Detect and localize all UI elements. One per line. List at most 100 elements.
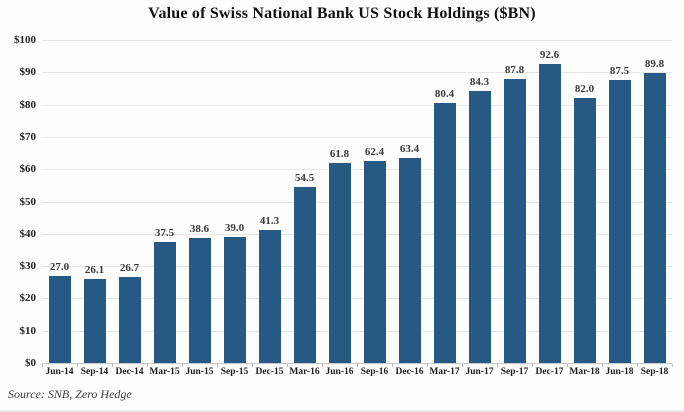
gridline (42, 72, 672, 74)
bar-slot: 61.8 (322, 148, 357, 363)
x-axis-tick-label: Dec-17 (535, 367, 564, 377)
axis-tickmark (532, 364, 533, 367)
x-axis-tick-label: Mar-18 (569, 367, 600, 377)
y-axis: $0 $10 $20 $30 $40 $50 $60 $70 $80 $90 $100 (0, 0, 38, 410)
y-axis-tick-label: $20 (19, 292, 37, 305)
axis-tickmark (637, 364, 638, 367)
gridline (42, 233, 672, 235)
gridline (42, 169, 672, 171)
bar (643, 72, 666, 363)
x-axis-tick-label: Mar-15 (149, 367, 180, 377)
bar-slot: 39.0 (217, 222, 252, 363)
axis-tickmark (147, 364, 148, 367)
y-axis-tick-label: $0 (25, 357, 36, 369)
axis-tickmark (427, 364, 428, 367)
x-axis-tick-label: Sep-14 (80, 367, 109, 377)
bar-value-label: 82.0 (574, 83, 595, 96)
bar-slot: 41.3 (252, 215, 287, 363)
axis-tickmark (42, 364, 43, 367)
bar-value-label: 63.4 (399, 143, 420, 156)
axis-tickmark (112, 364, 113, 367)
bar-value-label: 84.3 (469, 75, 490, 88)
gridline (42, 266, 672, 268)
x-axis-tick-label: Sep-18 (640, 367, 669, 377)
bar (153, 241, 176, 363)
x-axis-tick-label: Sep-16 (360, 367, 389, 377)
bar-value-label: 87.5 (609, 65, 630, 78)
bar-slot: 54.5 (287, 172, 322, 363)
bar-value-label: 89.8 (644, 57, 665, 70)
y-axis-tick-label: $30 (19, 260, 37, 273)
bar-value-label: 41.3 (259, 214, 280, 227)
bar-value-label: 54.5 (294, 171, 315, 184)
x-axis-tick-label: Jun-14 (45, 367, 74, 377)
bar-value-label: 38.6 (189, 223, 210, 236)
bar-slot: 26.1 (77, 264, 112, 363)
source-note: Source: SNB, Zero Hedge (8, 387, 132, 401)
bar (293, 186, 316, 363)
x-axis-tick-label: Sep-15 (220, 367, 249, 377)
bar (83, 278, 106, 363)
axis-tickmark (182, 364, 183, 367)
bar-value-label: 26.1 (84, 263, 105, 276)
bar-slot: 80.4 (427, 88, 462, 363)
bar-slot: 27.0 (42, 261, 77, 363)
x-axis-tick-label: Jun-18 (605, 367, 634, 377)
bar (223, 237, 246, 363)
x-axis-tick-label: Jun-17 (465, 367, 494, 377)
axis-tickmark (287, 364, 288, 367)
axis-tickmark (462, 364, 463, 367)
bar-value-label: 92.6 (539, 48, 560, 61)
axis-tickmark (602, 364, 603, 367)
bar-slot: 63.4 (392, 143, 427, 363)
x-axis-tick-label: Sep-17 (500, 367, 529, 377)
axis-tickmark (77, 364, 78, 367)
y-axis-tick-label: $70 (19, 130, 37, 143)
bar (398, 158, 421, 363)
x-axis: Jun-14 Sep-14 Dec-14 Mar-15 Jun-15 Sep-15 Dec-… (42, 367, 672, 377)
x-axis-tick-label: Dec-14 (115, 367, 144, 377)
gridline (42, 136, 672, 138)
y-axis-tick-label: $50 (19, 195, 37, 208)
bar (118, 276, 141, 363)
bar (363, 161, 386, 363)
x-axis-tick-label: Mar-17 (429, 367, 460, 377)
bar-value-label: 26.7 (119, 261, 140, 274)
bar-slot: 62.4 (357, 146, 392, 363)
axis-tickmark (217, 364, 218, 367)
bar-slot: 26.7 (112, 262, 147, 363)
bar-value-label: 87.8 (504, 64, 525, 77)
bar-slot: 84.3 (462, 76, 497, 363)
axis-tickmark (392, 364, 393, 367)
gridline (42, 40, 672, 41)
gridline (42, 104, 672, 106)
bar (258, 229, 281, 363)
x-axis-tick-label: Mar-16 (289, 367, 320, 377)
bar (433, 103, 456, 363)
bar (538, 63, 561, 363)
gridline (42, 201, 672, 203)
bar (188, 238, 211, 363)
axis-tickmark (357, 364, 358, 367)
chart-title: Value of Swiss National Bank US Stock Ho… (148, 5, 536, 22)
y-axis-tick-label: $80 (19, 98, 37, 111)
bar-value-label: 37.5 (154, 226, 175, 239)
y-axis-tick-label: $60 (19, 163, 37, 176)
axis-tickmark (567, 364, 568, 367)
y-axis-tick-label: $10 (19, 324, 37, 337)
y-axis-tick-label: $100 (14, 34, 36, 46)
gridline (42, 330, 672, 332)
bar-slot: 87.8 (497, 64, 532, 363)
plot-area: 27.0 26.1 26.7 37.5 38.6 39.0 41.3 54.5 61.8 62.4… (42, 40, 672, 364)
bar-slot: 37.5 (147, 227, 182, 363)
bar-value-label: 61.8 (329, 148, 350, 161)
bar-slot: 92.6 (532, 49, 567, 363)
bar-value-label: 80.4 (434, 88, 455, 101)
bar (503, 79, 526, 363)
axis-tickmark (497, 364, 498, 367)
axis-tickmark (672, 364, 673, 367)
gridline (42, 298, 672, 300)
axis-tickmark (252, 364, 253, 367)
x-axis-tick-label: Jun-16 (325, 367, 354, 377)
